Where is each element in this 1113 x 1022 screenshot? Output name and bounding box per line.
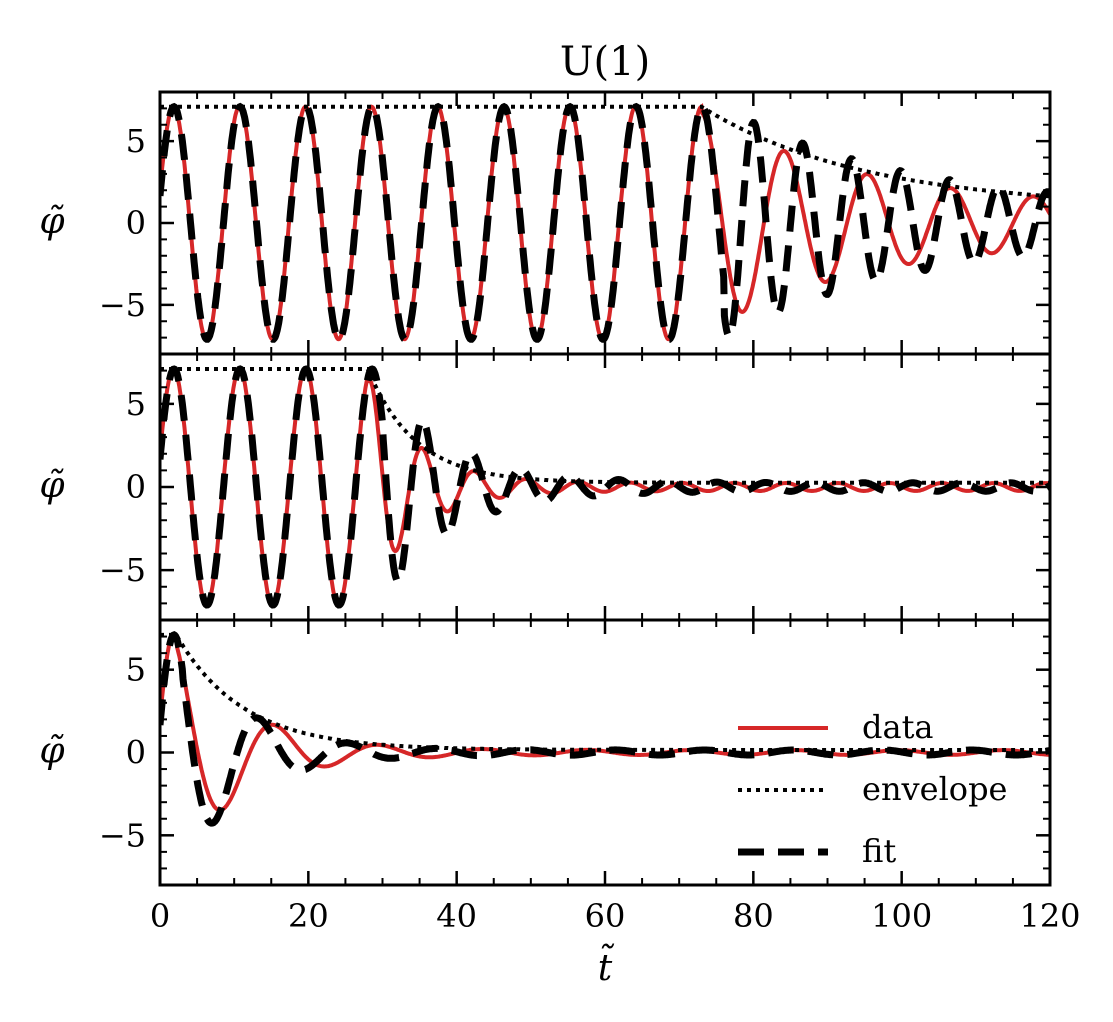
- y-axis-label: φ̃: [39, 465, 65, 506]
- panel-top: −5 0 5 φ̃: [39, 90, 1052, 356]
- data-line-top: [160, 103, 1050, 342]
- data-line-middle: [160, 366, 1050, 608]
- fit-line-middle: [160, 365, 1050, 609]
- envelope-line-top: [160, 104, 1050, 199]
- y-axis-label: φ̃: [39, 731, 65, 772]
- x-tick-label: 100: [871, 897, 932, 935]
- y-tick-label: 0: [126, 734, 146, 772]
- x-tick-label: 60: [585, 897, 626, 935]
- panels: −5 0 5 φ̃ −5 0 5 φ̃ −5 0 5 φ̃ 0 20 40 60 80 100 120: [39, 90, 1081, 935]
- fit-line-bottom: [160, 631, 1050, 827]
- y-tick-label: 0: [126, 468, 146, 506]
- y-tick-label: −5: [99, 286, 146, 324]
- y-tick-label: 5: [126, 122, 146, 160]
- x-tick-label: 20: [288, 897, 329, 935]
- fit-line-top: [160, 102, 1050, 343]
- x-tick-label: 120: [1019, 897, 1080, 935]
- plot-area-middle: [160, 365, 1050, 609]
- x-axis-label: t̃: [598, 944, 615, 989]
- x-tick-label: 40: [436, 897, 477, 935]
- panel-frame-middle: [158, 352, 1052, 622]
- legend-label-data: data: [862, 708, 934, 746]
- legend-label-envelope: envelope: [862, 770, 1007, 808]
- chart-title: U(1): [560, 39, 650, 85]
- y-tick-label: 5: [126, 385, 146, 423]
- legend: data envelope fit: [738, 708, 1007, 870]
- plot-area-bottom: [160, 631, 1050, 827]
- y-tick-label: 5: [126, 651, 146, 689]
- y-tick-label: −5: [99, 816, 146, 854]
- legend-label-fit: fit: [862, 832, 896, 870]
- x-tick-label: 0: [150, 897, 170, 935]
- panel-middle: −5 0 5 φ̃: [39, 352, 1052, 622]
- y-axis-label: φ̃: [39, 201, 65, 242]
- panel-bottom: −5 0 5 φ̃ 0 20 40 60 80 100 120: [39, 618, 1081, 935]
- panel-frame-top: [158, 90, 1052, 356]
- x-tick-label: 80: [733, 897, 774, 935]
- y-tick-label: −5: [99, 551, 146, 589]
- plot-area-top: [160, 102, 1050, 343]
- y-tick-label: 0: [126, 204, 146, 242]
